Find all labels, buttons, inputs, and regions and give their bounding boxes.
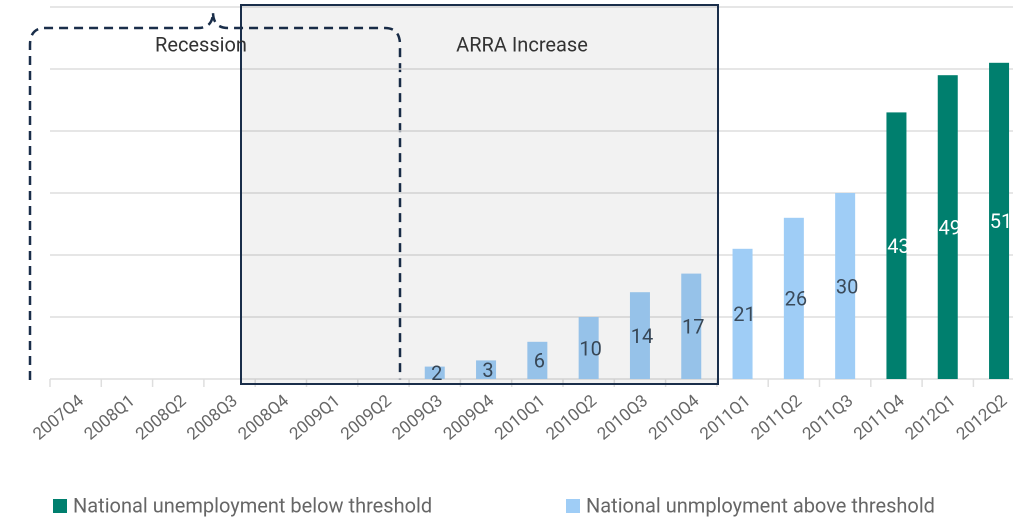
x-tick-label: 2008Q3 [183, 391, 241, 445]
value-label: 30 [836, 274, 858, 298]
value-label: 6 [534, 349, 545, 373]
x-tick-label: 2009Q2 [337, 391, 395, 445]
x-tick-label: 2010Q4 [645, 391, 704, 445]
bar [424, 366, 445, 379]
annotation: ARRA Increase [456, 32, 588, 56]
legend-swatch [53, 499, 67, 513]
bar [527, 341, 548, 379]
x-tick-label: 2012Q1 [901, 391, 959, 445]
value-label: 21 [733, 302, 755, 326]
x-tick-label: 2010Q2 [542, 391, 600, 445]
arra-box [240, 4, 719, 385]
annotation: Recession [155, 32, 247, 56]
bar [578, 317, 599, 379]
x-tick-label: 2008Q4 [235, 391, 294, 445]
x-tick-label: 2012Q2 [953, 391, 1011, 445]
legend-label: National unemployment below threshold [73, 493, 432, 517]
bar [783, 217, 804, 379]
value-label: 2 [431, 361, 442, 385]
bar [476, 360, 497, 379]
value-label: 14 [631, 324, 653, 348]
value-label: 43 [887, 234, 909, 258]
value-label: 26 [785, 287, 807, 311]
bar [937, 75, 958, 379]
bar [732, 248, 753, 379]
x-tick-label: 2008Q2 [132, 391, 190, 445]
bar [886, 112, 907, 380]
bar [835, 193, 856, 379]
x-tick-label: 2011Q3 [799, 391, 857, 445]
value-label: 10 [579, 336, 601, 360]
x-tick-label: 2011Q4 [850, 391, 909, 445]
x-tick-label: 2007Q4 [29, 391, 88, 445]
x-tick-label: 2009Q3 [388, 391, 446, 445]
x-tick-label: 2009Q4 [440, 391, 499, 445]
legend-label: National unmployment above threshold [586, 493, 935, 517]
x-tick-label: 2008Q1 [81, 391, 139, 445]
x-tick-label: 2009Q1 [286, 391, 344, 445]
bar [681, 273, 702, 379]
x-tick-label: 2010Q1 [491, 391, 549, 445]
bar [989, 62, 1010, 380]
value-label: 17 [682, 315, 704, 339]
x-tick-label: 2010Q3 [594, 391, 652, 445]
x-tick-label: 2011Q2 [748, 391, 806, 445]
bar [629, 292, 650, 379]
value-label: 3 [482, 358, 493, 382]
value-label: 51 [990, 209, 1012, 233]
value-label: 49 [939, 215, 961, 239]
recession-bracket [28, 11, 402, 380]
legend-swatch [566, 499, 580, 513]
x-tick-label: 2011Q1 [696, 391, 754, 445]
